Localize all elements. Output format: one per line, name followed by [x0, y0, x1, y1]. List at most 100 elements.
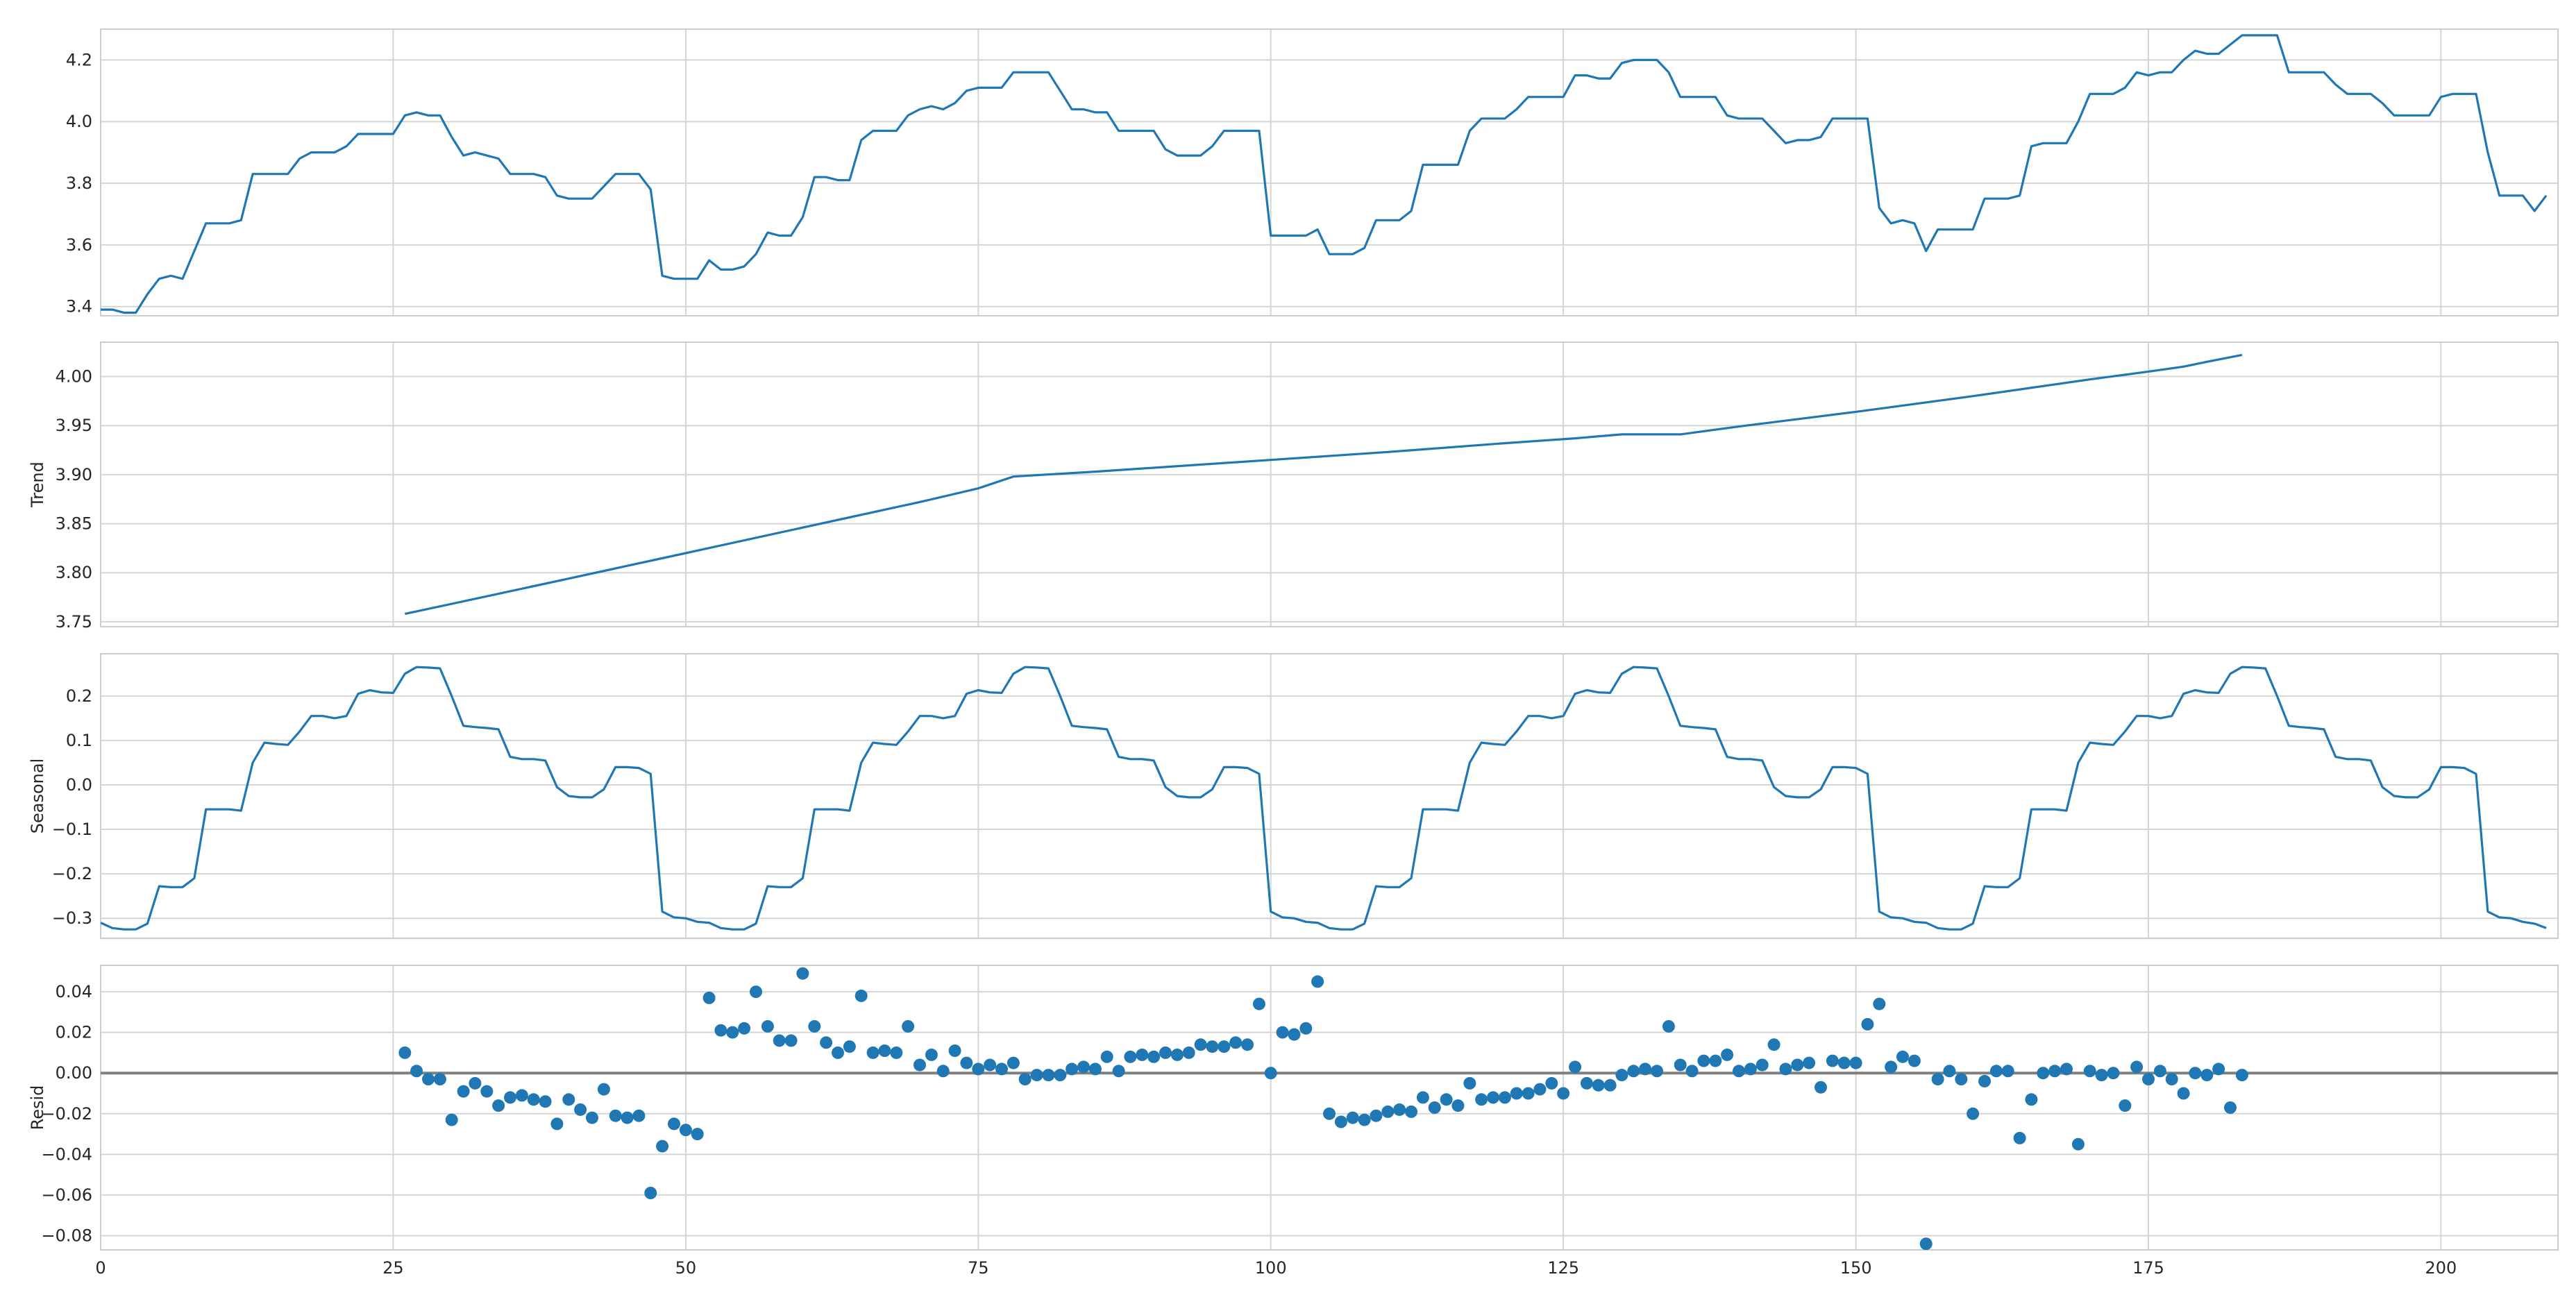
x-tick-label: 175 [2132, 1258, 2164, 1278]
observed-y-tick-label: 3.6 [66, 235, 92, 255]
x-tick-label: 25 [382, 1258, 404, 1278]
resid-point [855, 989, 868, 1002]
resid-point [1685, 1065, 1699, 1078]
resid-point [1182, 1046, 1195, 1059]
resid-point [2119, 1099, 2132, 1112]
resid-point [878, 1044, 891, 1057]
resid-point [621, 1111, 634, 1124]
resid-point [1393, 1103, 1406, 1116]
resid-point [1627, 1065, 1640, 1078]
resid-point [1896, 1050, 1909, 1063]
resid-point [761, 1019, 774, 1033]
trend-y-tick-label: 3.80 [56, 563, 92, 582]
trend-y-tick-label: 4.00 [56, 367, 92, 387]
trend-series-line [404, 353, 2243, 616]
x-tick-label: 150 [1840, 1258, 1872, 1278]
resid-point [1370, 1109, 1383, 1122]
resid-point [1229, 1036, 1243, 1049]
trend-panel: 3.75 3.80 3.85 3.90 3.95 4.00 Trend [28, 341, 2559, 632]
resid-point [1767, 1038, 1781, 1051]
resid-point [1159, 1046, 1172, 1059]
resid-point [1358, 1113, 1371, 1126]
x-tick-label: 100 [1255, 1258, 1287, 1278]
resid-point [492, 1099, 505, 1112]
resid-y-tick-label: −0.08 [41, 1226, 92, 1246]
trend-plot-area [101, 342, 2558, 627]
resid-frame [100, 965, 2559, 1251]
resid-point [1639, 1063, 1652, 1076]
resid-point [1299, 1022, 1313, 1035]
resid-point [1510, 1087, 1523, 1100]
resid-point [1674, 1058, 1687, 1072]
resid-point [1978, 1074, 1991, 1087]
x-tick-label: 75 [968, 1258, 989, 1278]
resid-point [914, 1058, 926, 1072]
observed-y-tick-label: 3.8 [66, 173, 92, 193]
x-tick-label: 125 [1547, 1258, 1579, 1278]
resid-point [632, 1109, 646, 1122]
resid-point [714, 1024, 727, 1037]
resid-point [2235, 1069, 2248, 1082]
resid-point [773, 1034, 786, 1047]
trend-y-tick-label: 3.90 [56, 465, 92, 484]
observed-y-tick-label: 4.0 [66, 112, 92, 131]
resid-y-tick-label: 0.02 [56, 1023, 92, 1042]
seasonal-y-tick-label: 0.0 [66, 775, 92, 795]
resid-point [433, 1073, 446, 1085]
resid-y-tick-label: 0.04 [56, 982, 92, 1001]
resid-point [1709, 1054, 1722, 1067]
resid-point [1346, 1111, 1359, 1124]
resid-point [1475, 1093, 1488, 1106]
resid-point [1931, 1073, 1944, 1085]
resid-point [1334, 1115, 1347, 1128]
resid-point [1557, 1087, 1570, 1100]
resid-point [936, 1065, 950, 1078]
resid-point [1124, 1050, 1137, 1063]
resid-point [1545, 1076, 1558, 1090]
resid-point [2048, 1065, 2062, 1078]
resid-y-tick-label: 0.00 [56, 1063, 92, 1083]
resid-point [1908, 1054, 1921, 1067]
resid-y-tick-label: −0.02 [41, 1104, 92, 1124]
resid-point [1533, 1083, 1547, 1096]
trend-y-tick-label: 3.85 [56, 514, 92, 534]
resid-points [398, 967, 2248, 1250]
resid-point [1077, 1060, 1090, 1074]
resid-point [1873, 997, 1886, 1010]
resid-point [1837, 1056, 1851, 1069]
resid-point [574, 1103, 587, 1116]
resid-point [1592, 1078, 1605, 1092]
seasonal-y-tick-label: −0.1 [52, 820, 92, 839]
resid-point [1943, 1065, 1956, 1078]
resid-point [866, 1046, 879, 1059]
resid-point [1580, 1076, 1593, 1090]
resid-point [1662, 1019, 1675, 1033]
resid-point [1170, 1048, 1184, 1061]
resid-point [925, 1048, 938, 1061]
resid-point [1112, 1065, 1125, 1078]
resid-point [2083, 1065, 2096, 1078]
resid-point [784, 1034, 798, 1047]
resid-point [1136, 1048, 1149, 1061]
resid-point [1498, 1091, 1511, 1104]
resid-point [1826, 1054, 1839, 1067]
resid-point [1861, 1017, 1874, 1031]
resid-point [668, 1117, 680, 1131]
trend-y-axis-title: Trend [28, 462, 47, 508]
resid-point [1440, 1093, 1453, 1106]
resid-point [1744, 1063, 1757, 1076]
resid-point [2107, 1067, 2120, 1080]
seasonal-panel: −0.3 −0.2 −0.1 0.0 0.1 0.2 Seasonal [28, 653, 2559, 939]
resid-point [691, 1128, 704, 1141]
resid-point [2037, 1067, 2050, 1080]
resid-point [609, 1109, 622, 1122]
resid-point [1405, 1105, 1417, 1118]
resid-point [1323, 1107, 1336, 1120]
resid-point [2165, 1073, 2178, 1085]
seasonal-y-tick-label: −0.2 [52, 864, 92, 883]
resid-point [2013, 1131, 2026, 1144]
resid-point [750, 985, 762, 999]
resid-point [820, 1036, 833, 1049]
resid-point [656, 1140, 669, 1153]
